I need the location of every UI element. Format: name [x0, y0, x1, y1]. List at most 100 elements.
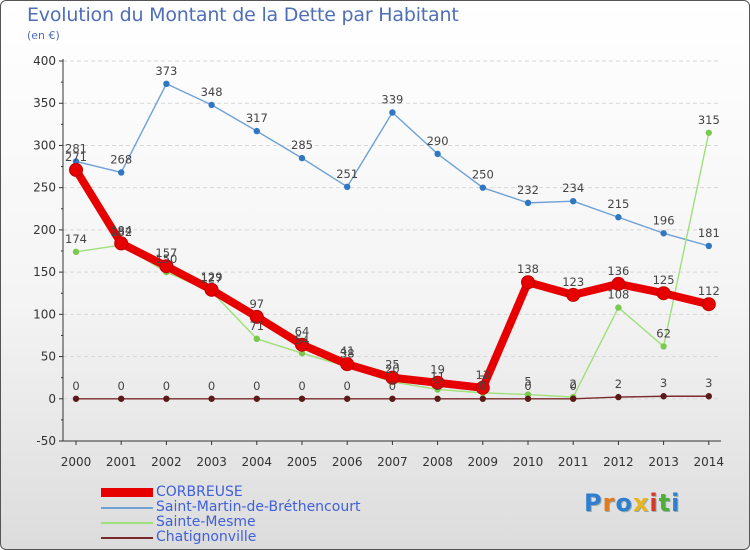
x-tick-label: 2000 — [61, 455, 92, 469]
data-point-3 — [434, 395, 441, 402]
data-point-0 — [430, 375, 445, 390]
data-label-1: 290 — [427, 134, 449, 148]
data-point-0 — [340, 357, 355, 372]
data-point-2 — [72, 248, 80, 256]
data-label-1: 250 — [472, 168, 494, 182]
x-tick-label: 2012 — [603, 455, 634, 469]
data-label-0: 41 — [340, 344, 355, 358]
x-tick-label: 2011 — [558, 455, 589, 469]
data-label-0: 13 — [475, 368, 490, 382]
data-label-0: 25 — [385, 358, 400, 372]
data-point-2 — [615, 304, 622, 311]
data-point-0 — [656, 286, 671, 301]
y-tick-label: 0 — [48, 392, 56, 406]
logo-letter: i — [671, 489, 681, 517]
legend-item-saint-martin[interactable]: Saint-Martin-de-Bréthencourt — [101, 499, 401, 515]
x-tick-label: 2013 — [648, 455, 679, 469]
data-label-1: 232 — [517, 183, 539, 197]
data-point-1 — [72, 158, 80, 165]
data-point-2 — [660, 343, 667, 350]
data-point-0 — [159, 259, 174, 274]
data-label-3: 0 — [72, 379, 79, 393]
data-label-2: 11 — [430, 369, 445, 383]
data-point-3 — [524, 395, 532, 402]
legend-item-corbreuse[interactable]: CORBREUSE — [101, 484, 401, 500]
data-label-1: 339 — [381, 93, 403, 107]
data-label-3: 0 — [344, 379, 351, 393]
data-label-1: 348 — [201, 85, 223, 99]
data-point-1 — [524, 199, 532, 207]
data-point-3 — [615, 393, 622, 401]
data-point-3 — [253, 395, 260, 402]
chart-unit: (en €) — [27, 29, 60, 42]
data-point-2 — [253, 335, 260, 343]
x-tick-label: 2010 — [513, 455, 544, 469]
data-point-1 — [570, 197, 577, 205]
chart-legend: CORBREUSE Saint-Martin-de-Bréthencourt S… — [101, 484, 401, 545]
data-point-2 — [705, 129, 712, 136]
legend-swatch-saint-martin — [101, 507, 153, 509]
data-label-2: 38 — [340, 347, 355, 361]
data-point-0 — [385, 370, 400, 385]
data-point-0 — [611, 276, 626, 291]
data-label-0: 19 — [430, 363, 445, 377]
data-label-0: 123 — [562, 275, 584, 289]
y-tick-label: 50 — [41, 350, 56, 364]
data-label-1: 181 — [698, 226, 720, 240]
data-label-3: 0 — [298, 379, 305, 393]
data-label-2: 62 — [656, 326, 671, 340]
data-label-2: 127 — [201, 272, 223, 286]
data-point-0 — [114, 236, 129, 251]
y-tick-label: 400 — [33, 54, 56, 68]
data-point-3 — [570, 395, 577, 402]
data-label-2: 182 — [110, 225, 132, 239]
data-label-0: 138 — [517, 262, 539, 276]
x-tick-label: 2002 — [151, 455, 182, 469]
data-label-3: 0 — [163, 379, 170, 393]
logo-letter: i — [649, 489, 659, 517]
data-point-0 — [701, 297, 716, 312]
data-point-0 — [295, 337, 309, 352]
data-label-0: 129 — [201, 270, 223, 284]
data-label-0: 97 — [249, 297, 264, 311]
legend-item-chatignonville[interactable]: Chatignonville — [101, 529, 401, 545]
legend-label-sainte-mesme: Sainte-Mesme — [156, 514, 256, 530]
x-tick-label: 2009 — [468, 455, 499, 469]
data-point-3 — [298, 395, 306, 402]
data-point-0 — [521, 275, 535, 290]
data-label-1: 215 — [607, 197, 629, 211]
data-label-2: 54 — [295, 333, 310, 347]
x-tick-label: 2005 — [287, 455, 318, 469]
legend-item-sainte-mesme[interactable]: Sainte-Mesme — [101, 514, 401, 530]
logo-letter: P — [584, 489, 603, 517]
logo-letter: r — [602, 489, 616, 517]
data-label-2: 5 — [524, 375, 531, 389]
chart-title: Evolution du Montant de la Dette par Hab… — [27, 4, 459, 26]
data-point-1 — [705, 242, 712, 250]
data-label-3: 0 — [253, 379, 260, 393]
data-point-1 — [344, 183, 351, 191]
data-label-3: 0 — [208, 379, 215, 393]
data-point-0 — [249, 309, 264, 324]
data-label-3: 3 — [660, 376, 667, 390]
x-tick-label: 2001 — [106, 455, 137, 469]
legend-swatch-chatignonville — [101, 537, 153, 539]
data-label-0: 125 — [653, 273, 675, 287]
data-label-2: 7 — [479, 373, 486, 387]
y-tick-label: 150 — [33, 265, 56, 279]
data-point-1 — [298, 154, 306, 162]
data-label-3: 0 — [118, 379, 125, 393]
data-point-3 — [72, 395, 80, 402]
data-point-0 — [566, 287, 581, 302]
data-label-1: 196 — [653, 213, 675, 227]
data-point-1 — [118, 169, 125, 176]
data-point-1 — [434, 150, 441, 158]
data-label-1: 268 — [110, 152, 132, 166]
x-tick-label: 2003 — [196, 455, 227, 469]
data-label-3: 0 — [570, 379, 577, 393]
y-tick-label: 300 — [33, 138, 56, 152]
data-point-3 — [705, 393, 712, 400]
data-point-0 — [204, 282, 219, 297]
data-point-3 — [660, 393, 667, 400]
